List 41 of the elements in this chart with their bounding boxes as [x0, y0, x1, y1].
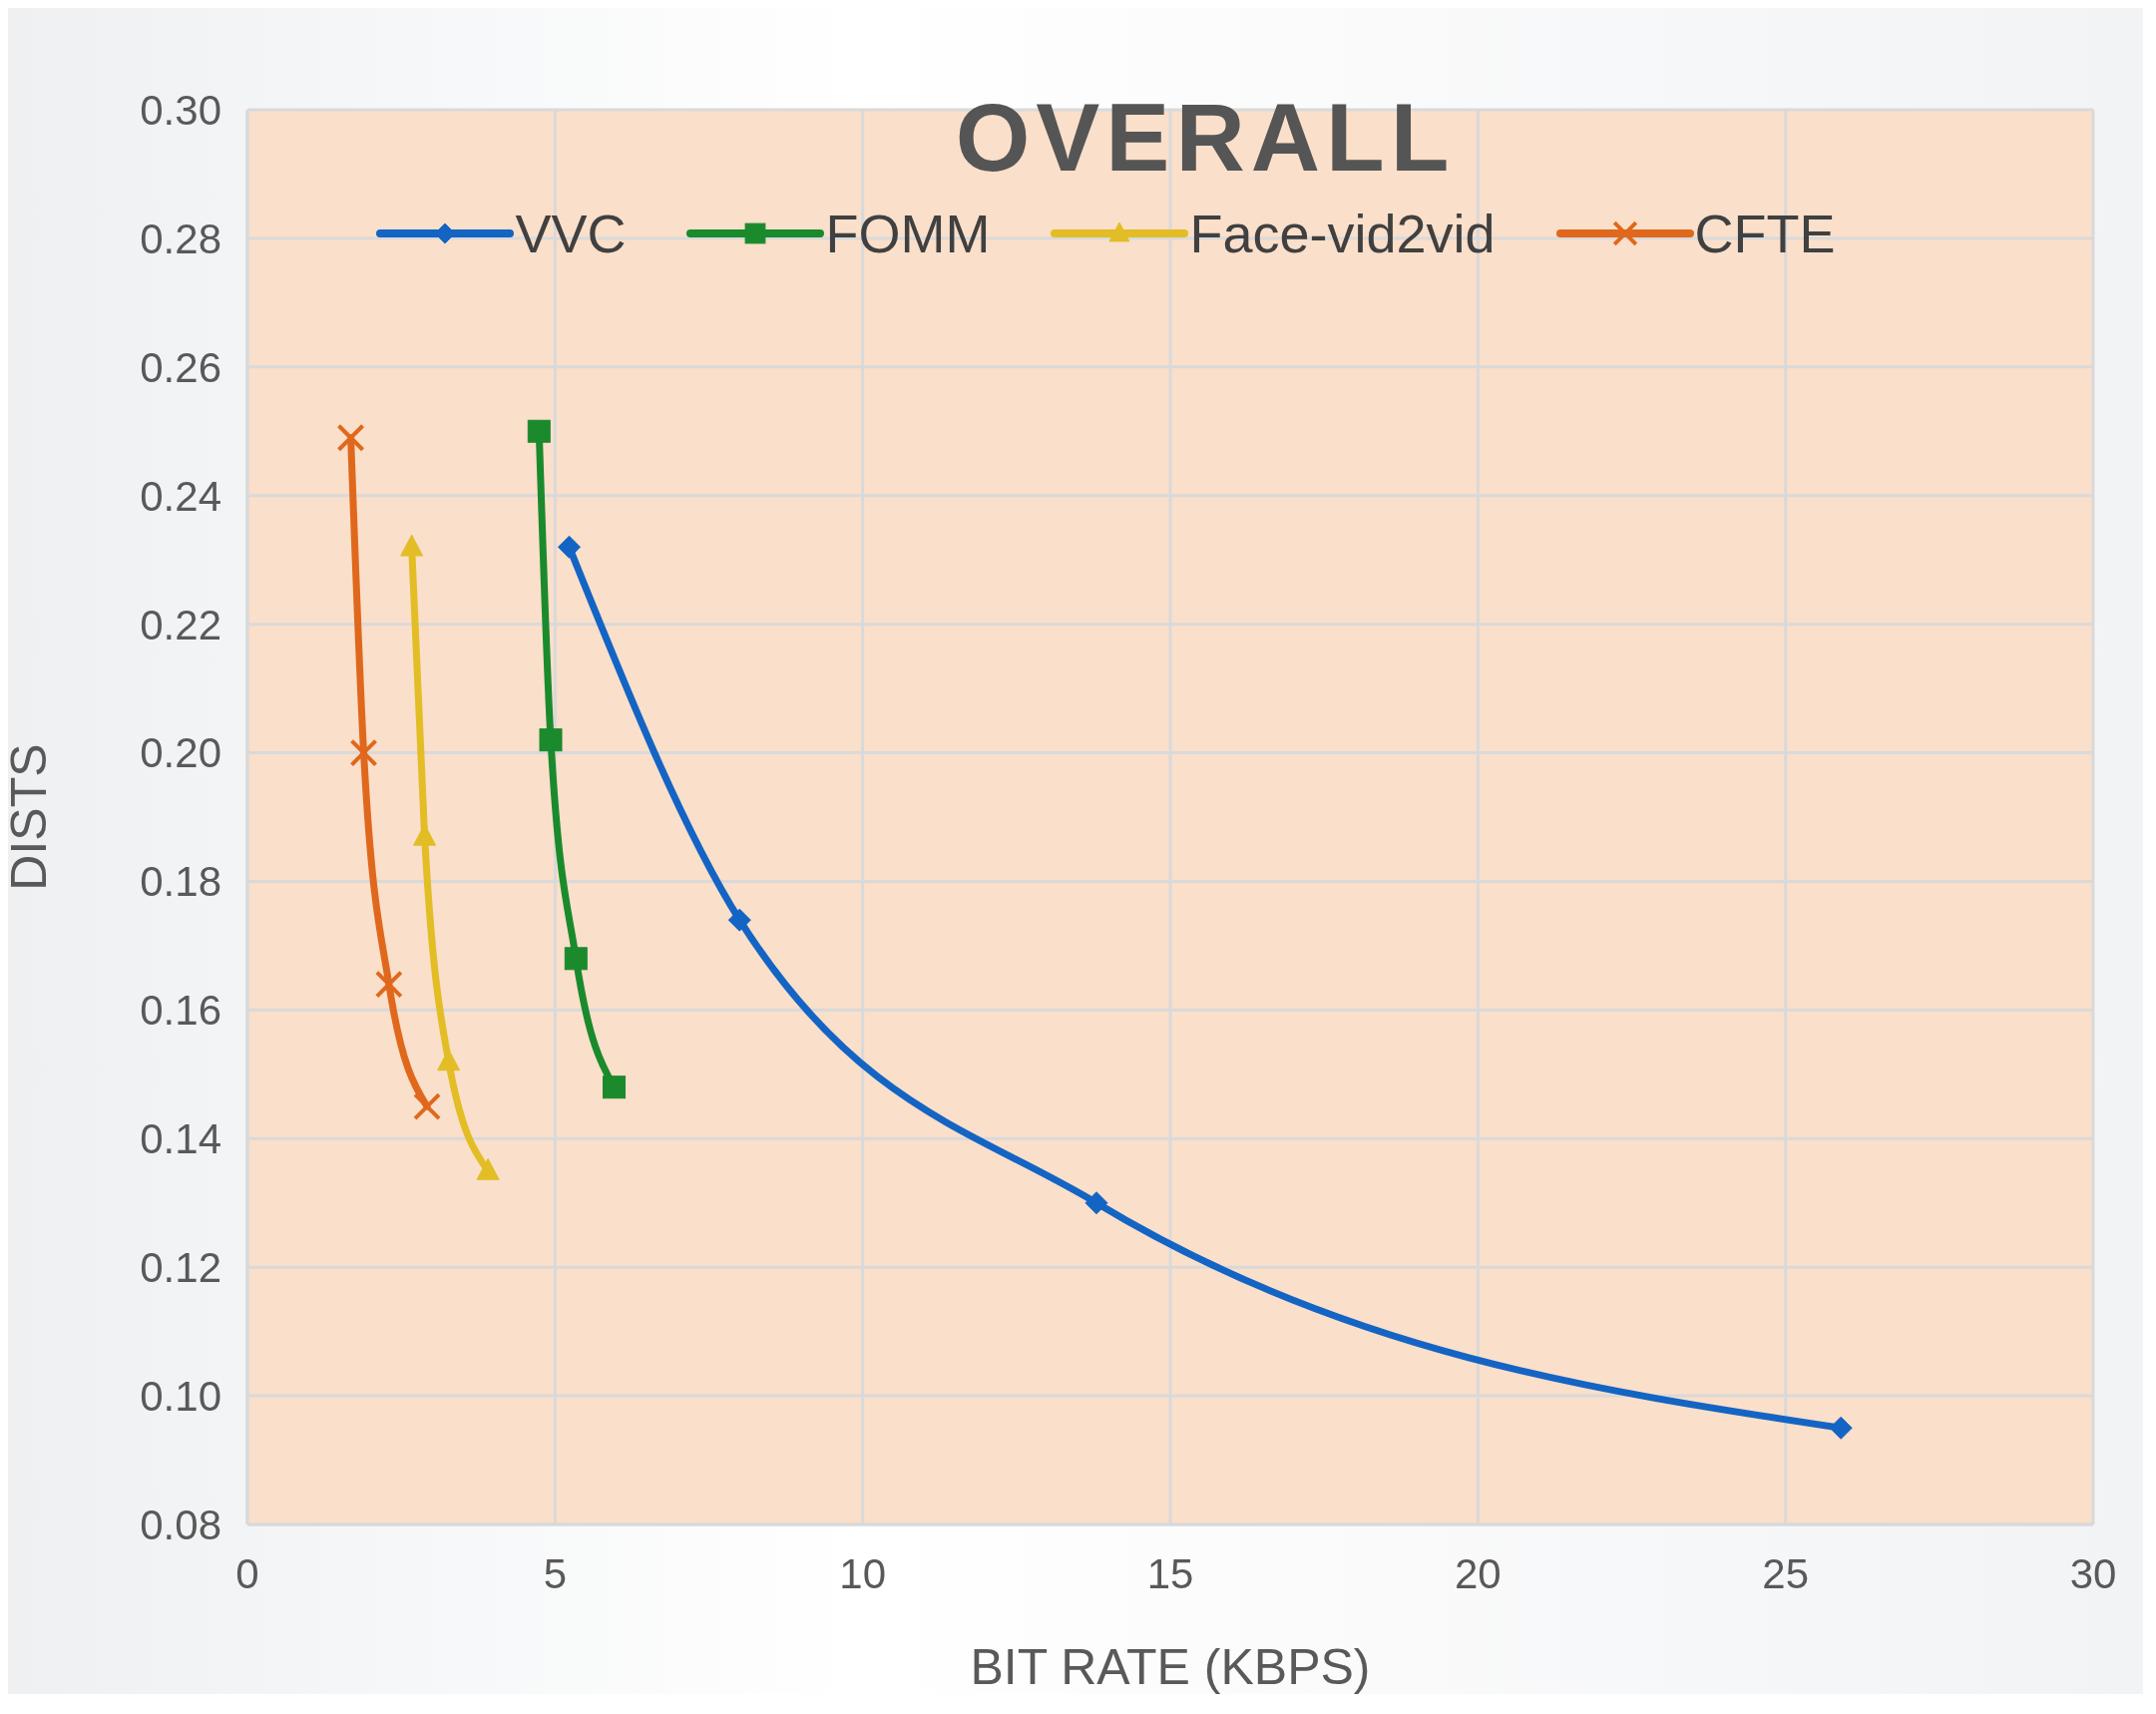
point	[558, 535, 582, 559]
y-tick-label: 0.16	[140, 987, 221, 1035]
y-tick-label: 0.10	[140, 1373, 221, 1420]
x-axis-title: BIT RATE (KBPS)	[970, 1639, 1371, 1695]
x-tick-label: 0	[235, 1550, 259, 1597]
legend-label: VVC	[515, 203, 627, 264]
y-tick-label: 0.26	[140, 343, 221, 391]
x-tick-label: 30	[2069, 1550, 2117, 1597]
legend-label: FOMM	[825, 203, 991, 264]
y-tick-label: 0.14	[140, 1115, 221, 1163]
y-tick-label: 0.18	[140, 858, 221, 906]
point	[349, 738, 378, 767]
point	[1084, 1191, 1108, 1215]
point	[336, 423, 365, 452]
point	[603, 1075, 627, 1099]
point	[413, 1092, 442, 1121]
x-tick-label: 5	[543, 1550, 568, 1597]
y-tick-label: 0.24	[140, 472, 221, 520]
x-tick-label: 25	[1762, 1550, 1810, 1597]
y-axis-title: DISTS	[0, 743, 57, 891]
point	[564, 947, 588, 971]
point	[400, 534, 424, 557]
y-tick-label: 0.22	[140, 601, 221, 648]
point	[476, 1157, 500, 1180]
chart-title: OVERALL	[954, 83, 1457, 193]
x-tick-label: 10	[839, 1550, 887, 1597]
x-tick-label: 20	[1454, 1550, 1502, 1597]
y-tick-label: 0.08	[140, 1500, 221, 1548]
legend-label: CFTE	[1694, 203, 1836, 264]
point	[527, 419, 551, 443]
y-tick-label: 0.28	[140, 214, 221, 262]
point	[727, 908, 751, 932]
y-tick-label: 0.12	[140, 1244, 221, 1292]
point	[539, 728, 563, 752]
y-tick-label: 0.20	[140, 729, 221, 777]
legend-label: Face-vid2vid	[1189, 203, 1496, 264]
x-tick-label: 15	[1146, 1550, 1194, 1597]
point	[374, 970, 403, 999]
point	[437, 1049, 461, 1071]
point	[1829, 1416, 1853, 1440]
y-tick-label: 0.30	[140, 86, 221, 134]
